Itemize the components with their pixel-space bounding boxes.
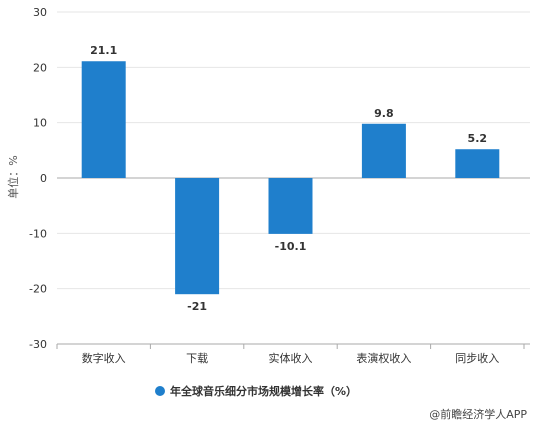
y-tick-label: -30 bbox=[29, 338, 47, 351]
bar bbox=[361, 123, 406, 178]
bar bbox=[81, 61, 126, 178]
bar bbox=[175, 178, 220, 295]
bar bbox=[455, 149, 500, 178]
legend-marker bbox=[155, 386, 165, 396]
x-tick-label: 表演权收入 bbox=[356, 351, 411, 365]
data-label: 21.1 bbox=[90, 44, 117, 57]
y-axis-label: 单位：% bbox=[6, 155, 20, 198]
source-label: @前瞻经济学人APP bbox=[429, 407, 527, 421]
y-tick-label: -10 bbox=[29, 227, 47, 240]
bar bbox=[268, 178, 313, 234]
y-tick-label: 30 bbox=[33, 6, 47, 19]
legend: 年全球音乐细分市场规模增长率（%） bbox=[155, 384, 357, 398]
bars bbox=[81, 61, 500, 295]
x-tick-label: 下载 bbox=[186, 352, 208, 365]
y-tick-label: 0 bbox=[40, 172, 47, 185]
data-label: -21 bbox=[187, 300, 207, 313]
y-axis-ticks: 30 20 10 0 -10 -20 -30 bbox=[29, 6, 47, 351]
data-label: 9.8 bbox=[374, 107, 394, 120]
y-tick-label: 10 bbox=[33, 117, 47, 130]
data-label: -10.1 bbox=[275, 240, 307, 253]
data-labels: 21.1 -21 -10.1 9.8 5.2 bbox=[90, 44, 487, 313]
x-tick-label: 数字收入 bbox=[82, 351, 126, 365]
legend-label: 年全球音乐细分市场规模增长率（%） bbox=[170, 384, 357, 398]
y-tick-label: -20 bbox=[29, 283, 47, 296]
data-label: 5.2 bbox=[468, 132, 488, 145]
x-axis-ticks: 数字收入 下载 实体收入 表演权收入 同步收入 bbox=[82, 351, 500, 365]
x-tick-label: 同步收入 bbox=[455, 351, 499, 365]
y-tick-label: 20 bbox=[33, 61, 47, 74]
x-tick-label: 实体收入 bbox=[269, 351, 313, 365]
